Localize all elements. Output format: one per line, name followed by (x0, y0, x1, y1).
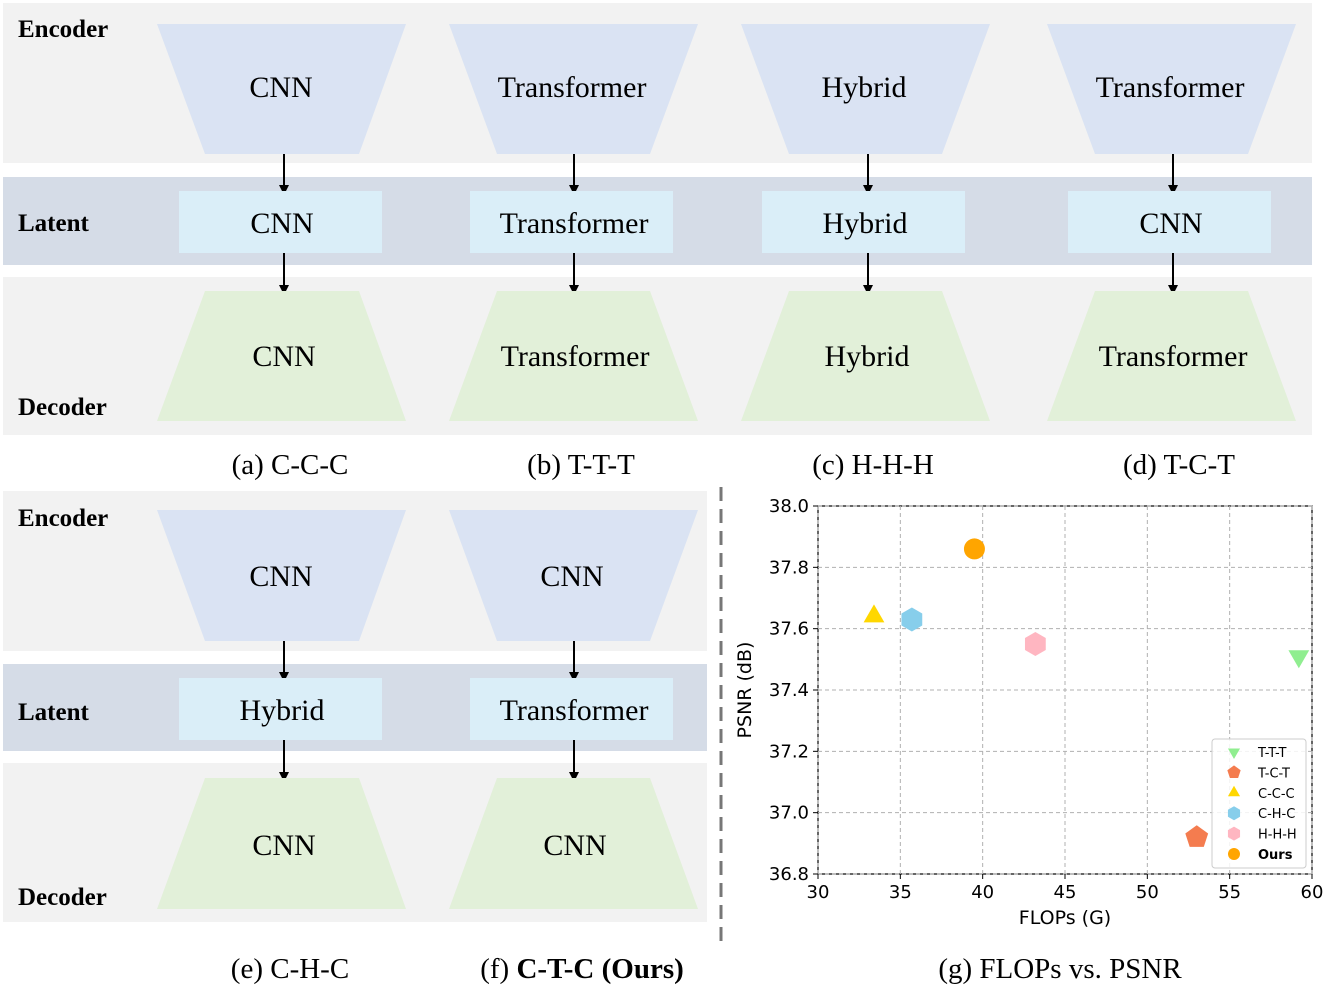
latent-box (1068, 191, 1271, 253)
y-axis-label: PSNR (dB) (734, 642, 756, 739)
encoder-label: CNN (249, 71, 312, 104)
x-tick-label: 55 (1218, 882, 1241, 903)
encoder-trapezoid (157, 510, 406, 641)
legend-marker (1227, 765, 1241, 779)
decoder-label: Hybrid (825, 340, 910, 373)
latent-row-label: Latent (18, 699, 90, 726)
latent-label: CNN (250, 207, 313, 240)
encoder-trapezoid (449, 24, 698, 154)
decoder-label: CNN (543, 829, 606, 862)
latent-box (470, 191, 673, 253)
decoder-trapezoid (1047, 291, 1296, 421)
decoder-label: Transformer (501, 340, 650, 373)
point-ours (963, 538, 985, 560)
point-c-h-c (901, 607, 923, 632)
caption-prefix: (f) (480, 953, 516, 985)
x-tick-label: 40 (971, 882, 994, 903)
decoder-trapezoid (741, 291, 990, 421)
panel-a: CNN CNN CNN (a) C-C-C (157, 24, 406, 481)
bottom-section: Encoder Latent Decoder CNN Hybrid CNN (e… (3, 491, 707, 985)
encoder-label: Hybrid (822, 71, 907, 104)
decoder-row-label: Decoder (18, 884, 107, 911)
latent-box (179, 191, 382, 253)
encoder-trapezoid (157, 24, 406, 154)
y-tick-label: 37.4 (769, 680, 809, 701)
latent-box (470, 678, 673, 740)
decoder-trapezoid (157, 291, 406, 421)
decoder-row-label: Decoder (18, 394, 107, 421)
encoder-trapezoid (1047, 24, 1296, 154)
legend-label: T-T-T (1257, 746, 1286, 761)
encoder-label: Transformer (1096, 71, 1245, 104)
decoder-label: CNN (252, 340, 315, 373)
decoder-trapezoid (449, 778, 698, 909)
scatter-chart: 30 35 40 45 50 55 60 36.8 37.0 37.2 37.4 37.6 37.8 38… (734, 496, 1323, 929)
legend-marker (1228, 848, 1240, 860)
encoder-trapezoid (741, 24, 990, 154)
point-t-c-t (1185, 825, 1209, 847)
panel-caption: (a) C-C-C (232, 449, 349, 481)
point-h-h-h (1024, 632, 1046, 656)
panel-caption-ours: (f) C-T-C (Ours) (480, 953, 684, 985)
encoder-row-label: Encoder (18, 505, 108, 532)
encoder-trapezoid (449, 510, 698, 641)
panel-d: Transformer CNN Transformer (d) T-C-T (1047, 24, 1296, 481)
legend-marker (1227, 748, 1241, 759)
panel-caption: (c) H-H-H (812, 449, 934, 481)
latent-box (762, 191, 965, 253)
x-tick-label: 60 (1301, 882, 1324, 903)
decoder-trapezoid (157, 778, 406, 909)
chart-caption: (g) FLOPs vs. PSNR (938, 953, 1182, 985)
y-tick-label: 38.0 (769, 496, 809, 517)
x-tick-label: 50 (1136, 882, 1159, 903)
axis-ticks: 30 35 40 45 50 55 60 36.8 37.0 37.2 37.4 37.6 37.8 38… (769, 496, 1324, 903)
caption-bold: C-T-C (Ours) (516, 953, 683, 985)
panel-e: CNN Hybrid CNN (e) C-H-C (157, 510, 406, 985)
decoder-label: Transformer (1099, 340, 1248, 373)
legend-marker (1227, 806, 1241, 821)
x-axis-label: FLOPs (G) (1019, 907, 1111, 929)
y-tick-label: 36.8 (769, 864, 809, 885)
top-section: Encoder Latent Decoder CNN CNN CNN (a) C… (3, 3, 1312, 481)
legend-label: C-C-C (1258, 787, 1295, 802)
data-points (863, 538, 1310, 847)
y-tick-label: 37.6 (769, 619, 809, 640)
latent-label: Transformer (500, 207, 649, 240)
decoder-label: CNN (252, 829, 315, 862)
decoder-trapezoid (449, 291, 698, 421)
y-tick-label: 37.8 (769, 557, 809, 578)
panel-caption: (e) C-H-C (231, 953, 349, 985)
x-tick-label: 35 (889, 882, 912, 903)
legend-marker (1227, 785, 1241, 797)
x-tick-label: 30 (807, 882, 830, 903)
panel-caption: (b) T-T-T (527, 449, 635, 481)
encoder-label: Transformer (498, 71, 647, 104)
latent-label: CNN (1139, 207, 1202, 240)
latent-label: Hybrid (240, 694, 325, 727)
panel-b: Transformer Transformer Transformer (b) … (449, 24, 698, 481)
panel-f: CNN Transformer CNN (f) C-T-C (Ours) (449, 510, 698, 985)
legend-label: Ours (1258, 848, 1293, 863)
legend-marker (1227, 826, 1241, 841)
x-tick-label: 45 (1054, 882, 1077, 903)
y-tick-label: 37.2 (769, 741, 809, 762)
latent-row-label: Latent (18, 210, 90, 237)
y-tick-label: 37.0 (769, 803, 809, 824)
legend-label: C-H-C (1258, 807, 1295, 822)
point-t-t-t (1288, 650, 1310, 669)
latent-label: Transformer (500, 694, 649, 727)
legend-label: H-H-H (1258, 828, 1297, 843)
legend: T-T-T T-C-T C-C-C C-H-C H-H-H Ours (1211, 738, 1307, 869)
latent-box (179, 678, 382, 740)
latent-label: Hybrid (823, 207, 908, 240)
panel-caption: (d) T-C-T (1123, 449, 1235, 481)
encoder-label: CNN (249, 560, 312, 593)
panel-c: Hybrid Hybrid Hybrid (c) H-H-H (741, 24, 990, 481)
legend-label: T-C-T (1257, 766, 1290, 781)
encoder-row-label: Encoder (18, 16, 108, 43)
point-c-c-c (863, 604, 885, 623)
encoder-label: CNN (540, 560, 603, 593)
